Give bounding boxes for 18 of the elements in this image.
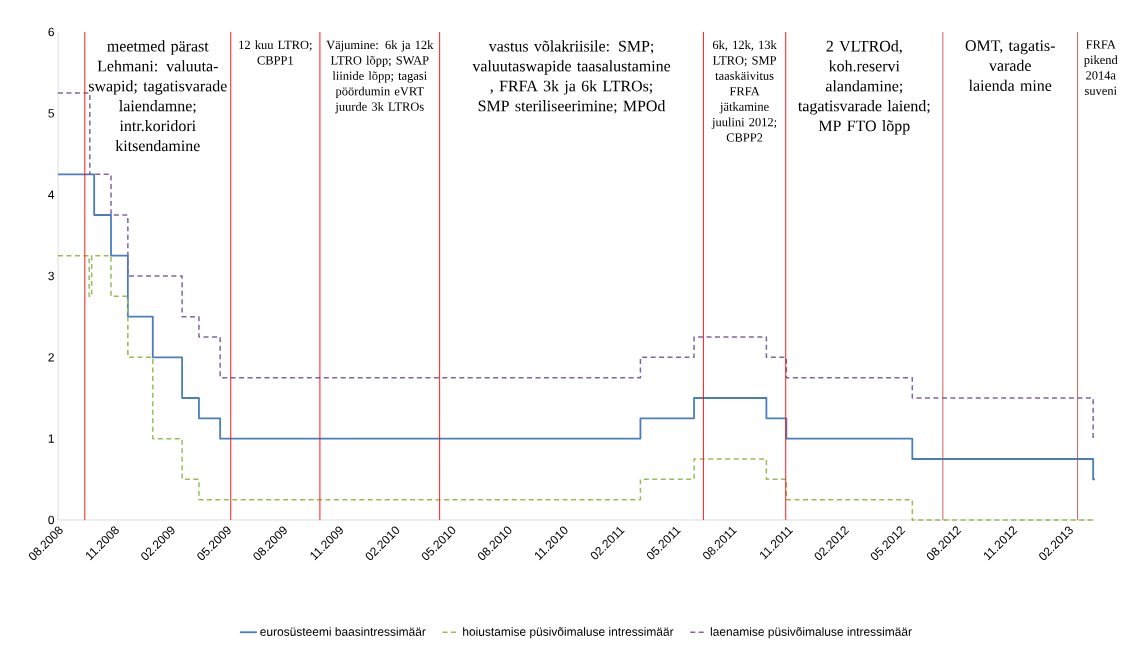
- y-tick-label: 0: [48, 515, 55, 525]
- legend-label: hoiustamise püsivõimaluse intressimäär: [463, 627, 674, 639]
- ref-line-label: 2 VLTROd, koh.reservi alandamine; tagatisvarade laiend; MP FTO lõpp: [798, 40, 930, 135]
- legend-label: laenamise püsivõimaluse intressimäär: [710, 627, 912, 639]
- ref-line-label: OMT, tagatis- varade laienda mine: [965, 40, 1055, 91]
- y-tick-label: 2: [48, 353, 54, 362]
- ref-line-label: meetmed pärast Lehmani: valuuta-swapid; tagatisvarade laiendamne; intr.koridori kitsendamine: [88, 40, 227, 152]
- y-tick-label: 4: [48, 190, 55, 199]
- ref-line-label: Väjumine: 6k ja 12k LTRO lõpp; SWAP liinide lõpp; tagasi pöördumin eVRT juurde 3k LTROs: [326, 40, 434, 114]
- ref-line-label: FRFA pikend 2014a suveni: [1084, 40, 1118, 95]
- ref-line-label: 12 kuu LTRO; CBPP1: [239, 40, 312, 65]
- y-tick-label: 5: [48, 109, 54, 118]
- legend-label: eurosüsteemi baasintressimäär: [260, 627, 426, 636]
- ref-line-label: vastus võlakriisile: SMP; valuutaswapide taasalustamine , FRFA 3k ja 6k LTROs; SMP steriliseerimine; MPOd: [472, 40, 671, 114]
- ref-line-label: 6k, 12k, 13k LTRO; SMP taaskäivitus FRFA jätkamine juulini 2012; CBPP2: [711, 40, 777, 142]
- y-tick-label: 1: [48, 434, 54, 443]
- y-tick-label: 6: [48, 27, 54, 37]
- y-tick-label: 3: [48, 271, 54, 281]
